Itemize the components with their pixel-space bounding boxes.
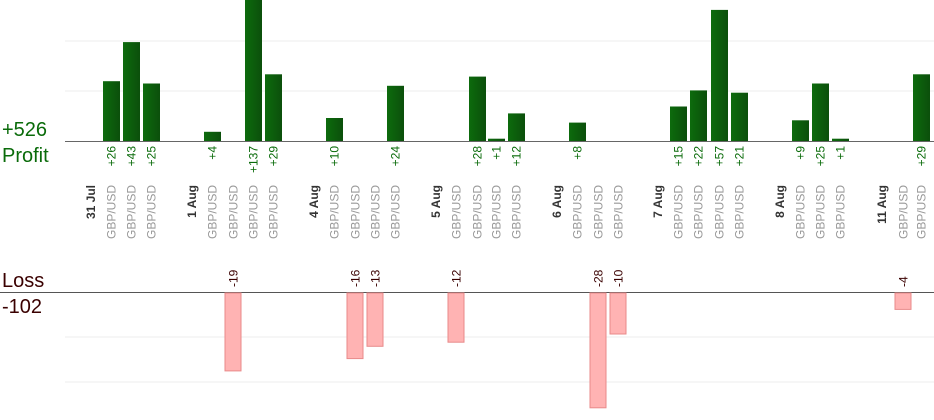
- loss-bar-17: [609, 292, 627, 335]
- profit-bar-5: [245, 0, 262, 141]
- pair-label-10: GBP/USD: [389, 185, 403, 239]
- loss-bar-11: [447, 292, 465, 343]
- pair-label-21: GBP/USD: [733, 185, 747, 239]
- pair-label-22: GBP/USD: [794, 185, 808, 239]
- loss-bar-8: [346, 292, 364, 360]
- date-label-22: 8 Aug: [773, 185, 787, 218]
- profit-bar-12: [469, 76, 486, 141]
- pair-label-3: GBP/USD: [227, 185, 241, 239]
- pair-label-13: GBP/USD: [490, 185, 504, 239]
- profit-total: +526: [2, 119, 48, 141]
- pair-label-18: GBP/USD: [672, 185, 686, 239]
- profit-value-label-26: +29: [915, 146, 929, 167]
- profit-value-label-23: +25: [814, 146, 828, 167]
- pair-label-2: GBP/USD: [145, 185, 159, 239]
- profit-bar-23: [812, 83, 829, 141]
- loss-value-label-9: -13: [369, 269, 383, 287]
- pair-label-23: GBP/USD: [814, 185, 828, 239]
- loss-value-label-3: -19: [227, 269, 241, 287]
- pair-label-12: GBP/USD: [471, 185, 485, 239]
- loss-bar-25: [894, 292, 912, 310]
- profit-bar-22: [792, 120, 809, 141]
- pair-label-17: GBP/USD: [612, 185, 626, 239]
- profit-bar-15: [569, 122, 586, 141]
- pair-label-6: GBP/USD: [267, 185, 281, 239]
- profit-bar-18: [670, 106, 687, 141]
- profit-bar-6: [265, 74, 282, 141]
- pair-label-5: GBP/USD: [247, 185, 261, 239]
- pair-label-0: GBP/USD: [105, 185, 119, 239]
- loss-bar-9: [366, 292, 384, 347]
- profit-bar-4: [204, 131, 221, 141]
- profit-value-label-24: +1: [834, 146, 848, 160]
- loss-label: Loss: [2, 270, 45, 292]
- loss-bar-16: [589, 292, 607, 409]
- profit-value-label-7: +10: [328, 146, 342, 167]
- profit-bar-10: [387, 85, 404, 141]
- date-label-7: 4 Aug: [307, 185, 321, 218]
- profit-bar-26: [913, 74, 930, 141]
- pair-label-19: GBP/USD: [692, 185, 706, 239]
- pair-label-8: GBP/USD: [349, 185, 363, 239]
- date-label-15: 6 Aug: [550, 185, 564, 218]
- profit-value-label-13: +1: [490, 146, 504, 160]
- pair-label-4: GBP/USD: [206, 185, 220, 239]
- profit-value-label-19: +22: [692, 146, 706, 167]
- loss-value-label-8: -16: [349, 269, 363, 287]
- profit-bar-24: [832, 138, 849, 141]
- loss-value-label-11: -12: [450, 269, 464, 287]
- date-label-4: 1 Aug: [185, 185, 199, 218]
- profit-value-label-14: +12: [510, 146, 524, 167]
- profit-value-label-1: +43: [125, 146, 139, 167]
- profit-value-label-15: +8: [571, 146, 585, 160]
- profit-value-label-2: +25: [145, 146, 159, 167]
- pair-label-11: GBP/USD: [450, 185, 464, 239]
- profit-value-label-21: +21: [733, 146, 747, 167]
- profit-value-label-5: +137: [247, 146, 261, 173]
- profit-bar-7: [326, 118, 343, 141]
- pair-label-15: GBP/USD: [571, 185, 585, 239]
- loss-bar-3: [224, 292, 242, 372]
- profit-bar-2: [143, 83, 160, 141]
- profit-value-label-0: +26: [105, 146, 119, 167]
- profit-bar-1: [123, 42, 140, 141]
- pair-label-25: GBP/USD: [897, 185, 911, 239]
- pair-label-20: GBP/USD: [713, 185, 727, 239]
- profit-value-label-18: +15: [672, 146, 686, 167]
- profit-value-label-22: +9: [794, 146, 808, 160]
- profit-value-label-20: +57: [713, 146, 727, 167]
- pair-label-24: GBP/USD: [834, 185, 848, 239]
- loss-total: -102: [2, 296, 43, 318]
- profit-value-label-10: +24: [389, 146, 403, 167]
- loss-value-label-16: -28: [592, 269, 606, 287]
- profit-value-label-12: +28: [471, 146, 485, 167]
- pair-label-7: GBP/USD: [328, 185, 342, 239]
- profit-bar-20: [711, 9, 728, 142]
- pair-label-16: GBP/USD: [592, 185, 606, 239]
- pair-label-26: GBP/USD: [915, 185, 929, 239]
- pair-label-1: GBP/USD: [125, 185, 139, 239]
- profit-value-label-6: +29: [267, 146, 281, 167]
- pair-label-9: GBP/USD: [369, 185, 383, 239]
- loss-value-label-17: -10: [612, 269, 626, 287]
- date-label-0: 31 Jul: [84, 185, 98, 219]
- date-label-11: 5 Aug: [429, 185, 443, 218]
- profit-bar-14: [508, 113, 525, 141]
- profit-bar-0: [103, 81, 120, 141]
- profit-bar-13: [488, 138, 505, 141]
- profit-bar-21: [731, 92, 748, 141]
- pair-label-14: GBP/USD: [510, 185, 524, 239]
- date-label-18: 7 Aug: [651, 185, 665, 218]
- profit-label: Profit: [2, 145, 49, 167]
- profit-value-label-4: +4: [206, 146, 220, 160]
- profit-bar-19: [690, 90, 707, 141]
- loss-value-label-25: -4: [897, 276, 911, 287]
- date-label-25: 11 Aug: [875, 185, 889, 224]
